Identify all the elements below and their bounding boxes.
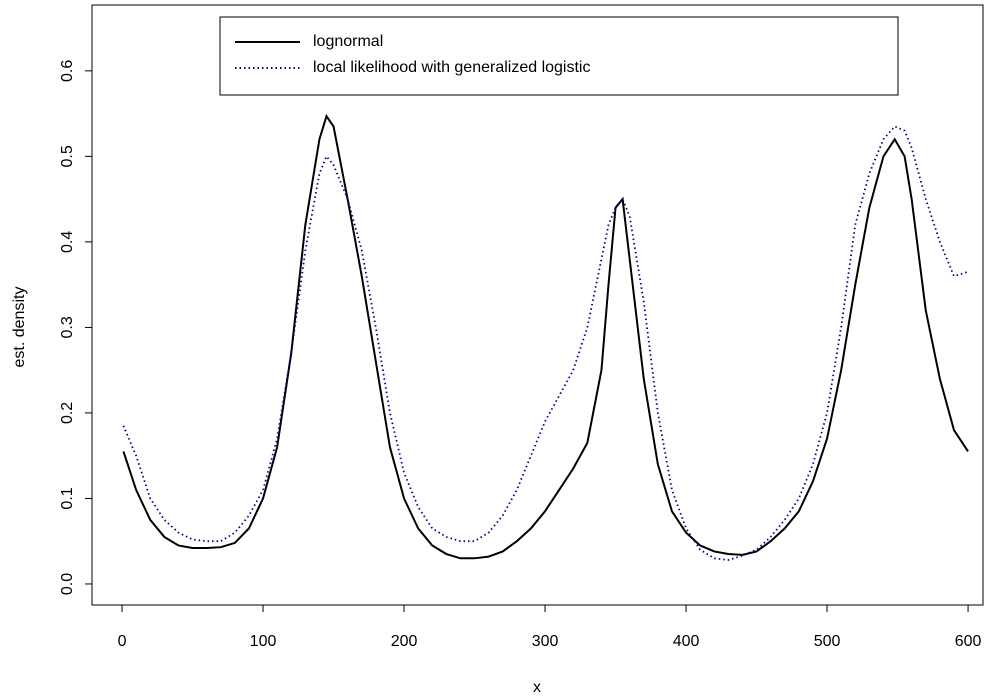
y-tick-label: 0.3 [59, 316, 76, 338]
x-tick-label: 300 [532, 633, 559, 650]
x-tick-label: 600 [955, 633, 982, 650]
legend-box [219, 16, 899, 96]
y-axis-label: est. density [11, 287, 28, 368]
y-tick-label: 0.4 [59, 231, 76, 253]
y-tick-label: 0.5 [59, 145, 76, 167]
y-tick-label: 0.6 [59, 60, 76, 82]
x-tick-label: 200 [391, 633, 418, 650]
x-tick-label: 100 [250, 633, 277, 650]
series-line [122, 113, 969, 560]
y-tick-label: 0.0 [59, 573, 76, 595]
y-tick-label: 0.2 [59, 402, 76, 424]
y-tick-label: 0.1 [59, 487, 76, 509]
legend-label: lognormal [313, 33, 383, 50]
legend-label: local likelihood with generalized logist… [313, 59, 590, 76]
x-tick-label: 500 [814, 633, 841, 650]
series-line [122, 125, 969, 561]
x-tick-label: 400 [673, 633, 700, 650]
x-axis-label: x [533, 679, 541, 696]
x-tick-label: 0 [118, 633, 127, 650]
